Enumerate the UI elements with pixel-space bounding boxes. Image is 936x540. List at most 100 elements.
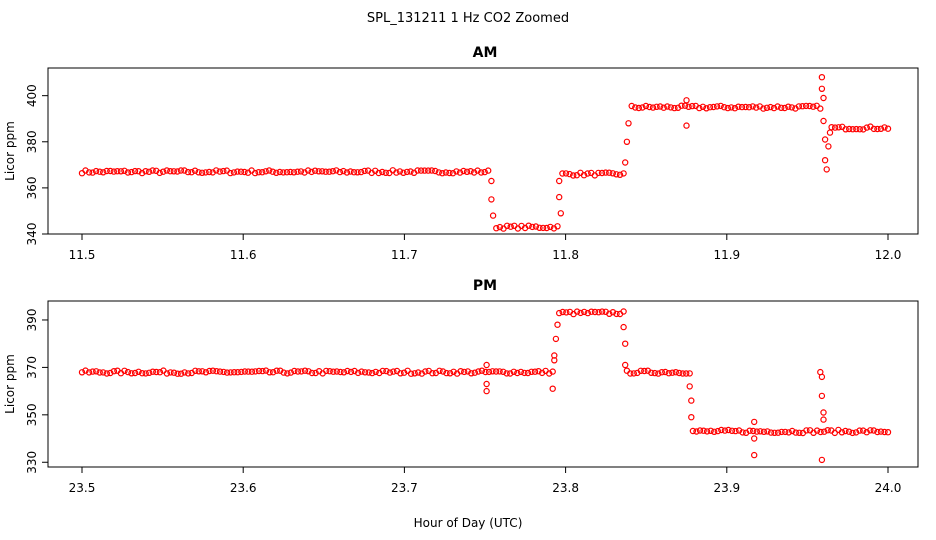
am-data-point [642, 102, 650, 110]
am-data-point [881, 124, 888, 131]
am-data-points [78, 73, 892, 232]
pm-data-point [849, 429, 856, 437]
am-data-point [620, 170, 627, 177]
am-data-point [699, 103, 707, 111]
pm-x-tick-label: 23.7 [391, 481, 418, 495]
pm-data-point [764, 428, 771, 435]
pm-data-point [630, 370, 638, 377]
pm-data-point [867, 427, 874, 434]
am-data-point [485, 167, 492, 174]
pm-data-point [269, 369, 277, 376]
pm-data-point [609, 309, 617, 316]
am-data-point [770, 104, 778, 112]
pm-data-point [446, 370, 454, 377]
pm-data-point [461, 368, 468, 376]
am-data-point [400, 169, 407, 176]
am-data-point [453, 168, 460, 175]
pm-data-point [718, 426, 725, 434]
pm-data-point [407, 370, 415, 377]
am-data-point [632, 104, 639, 111]
pm-outlier-point [751, 451, 758, 459]
am-data-point [463, 168, 471, 175]
am-data-point [738, 103, 746, 111]
am-data-point [442, 169, 449, 176]
pm-data-point [202, 369, 210, 376]
am-data-point [407, 168, 414, 175]
pm-data-point [669, 369, 676, 376]
am-data-point [828, 123, 835, 131]
am-data-point [273, 169, 280, 176]
am-data-point [602, 169, 609, 176]
am-data-point [191, 167, 199, 174]
pm-data-point [662, 368, 669, 376]
pm-data-point [881, 428, 888, 436]
pm-data-point [468, 370, 475, 377]
am-outlier-point [826, 129, 834, 136]
pm-data-point [813, 427, 821, 434]
pm-data-point [238, 368, 245, 376]
pm-data-point [711, 428, 718, 435]
pm-data-point [213, 368, 220, 375]
am-y-tick-label: 400 [25, 84, 39, 107]
pm-data-point [637, 367, 645, 374]
pm-data-point [156, 369, 164, 376]
pm-data-point [305, 368, 312, 375]
pm-data-point [372, 368, 379, 376]
am-data-point [660, 104, 667, 111]
am-data-point [703, 105, 710, 112]
pm-data-point [496, 368, 503, 375]
pm-data-point [177, 370, 185, 377]
am-data-point [262, 168, 269, 175]
pm-outlier-point [688, 397, 695, 404]
am-data-point [799, 102, 806, 110]
pm-data-point [707, 427, 714, 434]
pm-data-point [181, 369, 188, 376]
am-data-point [99, 169, 107, 176]
pm-data-point [284, 370, 291, 377]
pm-data-point [517, 368, 525, 376]
am-data-point [598, 169, 606, 177]
am-data-point [696, 104, 703, 112]
am-data-point [831, 124, 839, 131]
am-data-point [361, 167, 368, 175]
pm-outlier-point [483, 361, 490, 369]
am-outlier-point [623, 138, 631, 145]
am-data-point [326, 168, 333, 175]
pm-data-point [686, 370, 693, 377]
am-data-point [294, 168, 301, 175]
am-data-point [735, 103, 742, 110]
pm-data-point [110, 368, 118, 375]
am-data-point [731, 104, 739, 112]
am-data-point [817, 105, 824, 112]
pm-data-point [291, 367, 298, 375]
pm-data-point [308, 369, 316, 377]
pm-data-point [563, 309, 570, 316]
pm-data-point [209, 367, 217, 374]
pm-data-point [679, 370, 686, 377]
am-panel: AM Licor ppm 11.5 11.6 11.7 11.8 11.9 12.0 34… [3, 45, 919, 262]
pm-data-points [78, 308, 892, 464]
pm-outlier-point [483, 380, 490, 388]
am-outlier-point [489, 212, 497, 219]
pm-data-point [259, 367, 266, 375]
am-y-axis-label: Licor ppm [3, 121, 17, 181]
am-data-point [628, 102, 635, 110]
am-data-point [507, 223, 514, 230]
pm-data-point [559, 308, 566, 316]
pm-data-point [489, 368, 496, 375]
pm-data-point [78, 369, 86, 376]
pm-data-point [145, 369, 153, 376]
pm-y-tick-label: 330 [25, 451, 39, 474]
am-data-point [511, 222, 518, 229]
pm-data-point [767, 429, 775, 436]
pm-data-point [884, 429, 892, 436]
pm-data-point [365, 369, 372, 376]
am-data-point [425, 167, 432, 174]
am-data-point [478, 169, 485, 176]
am-data-point [142, 167, 149, 175]
pm-outlier-point [820, 416, 827, 423]
am-data-point [89, 169, 96, 176]
pm-data-point [581, 308, 588, 316]
am-data-point [198, 169, 206, 176]
pm-data-point [422, 368, 429, 375]
